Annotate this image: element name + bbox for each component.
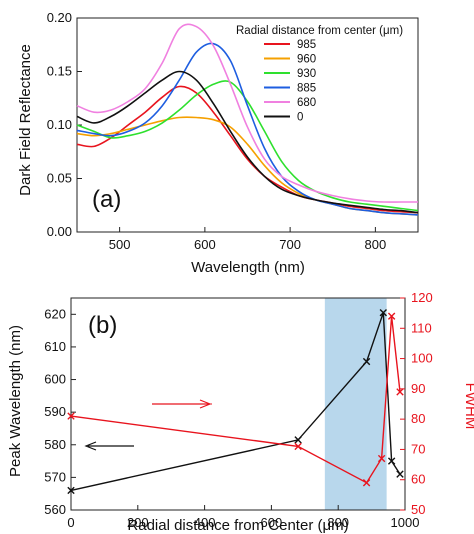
y-tick-label: 580 — [44, 437, 66, 452]
y2-tick-label: 60 — [411, 472, 425, 487]
data-point-right — [67, 412, 75, 420]
y2-tick-label: 50 — [411, 502, 425, 517]
legend-label-985: 985 — [297, 39, 316, 51]
y-tick-label: 0.05 — [47, 171, 72, 186]
series-line-right — [70, 316, 401, 484]
y-tick-label: 570 — [44, 469, 66, 484]
y2-tick-label: 100 — [411, 351, 433, 366]
data-point-right — [294, 442, 302, 451]
data-point-right — [396, 388, 404, 396]
x-tick-label: 1000 — [391, 515, 420, 530]
x-tick-label: 200 — [127, 515, 149, 530]
panel-a: 0.00 0.05 0.10 0.15 0.20 500 600 700 800 (a) Wa… — [17, 10, 419, 276]
panel-b: 560 570 580 590 600 610 620 50 60 70 80 90 100 110 12… — [7, 290, 474, 534]
y-tick-label: 0.20 — [47, 10, 72, 25]
y2-tick-label: 80 — [411, 411, 425, 426]
panel-b-x-ticks: 0 200 400 600 800 1000 — [67, 505, 419, 530]
panel-a-y-axis-label: Dark Field Reflectance — [17, 44, 34, 196]
x-tick-label: 800 — [327, 515, 349, 530]
panel-a-y-ticks: 0.00 0.05 0.10 0.15 0.20 — [47, 10, 82, 239]
panel-a-x-ticks: 500 600 700 800 — [109, 227, 386, 252]
panel-b-label: (b) — [88, 312, 117, 339]
legend-label-960: 960 — [297, 54, 316, 66]
y-tick-label: 590 — [44, 404, 66, 419]
series-line-930 — [76, 80, 419, 212]
series-line-885 — [76, 42, 419, 216]
panel-b-left-y-ticks: 560 570 580 590 600 610 620 — [44, 306, 76, 517]
x-tick-label: 400 — [194, 515, 216, 530]
x-tick-label: 0 — [67, 515, 74, 530]
y-tick-label: 620 — [44, 306, 66, 321]
x-tick-label: 600 — [261, 515, 283, 530]
y-tick-label: 600 — [44, 372, 66, 387]
data-point-left — [387, 457, 396, 465]
data-point-right — [362, 479, 371, 487]
x-tick-label: 500 — [109, 237, 131, 252]
x-tick-label: 700 — [279, 237, 301, 252]
series-line-680 — [76, 23, 418, 203]
data-point-right — [387, 312, 396, 320]
legend-label-885: 885 — [297, 83, 316, 95]
panel-b-x-axis-label: Radial distance from Center (μm) — [127, 517, 348, 534]
y2-tick-label: 120 — [411, 290, 433, 305]
panel-a-x-axis-label: Wavelength (nm) — [191, 259, 305, 276]
y-tick-label: 0.15 — [47, 64, 72, 79]
panel-b-series-lines — [67, 308, 404, 495]
data-point-left — [67, 486, 75, 495]
black-arrow-left — [84, 441, 134, 451]
panel-b-right-y-axis-label: FWHM — [462, 383, 474, 430]
panel-a-legend: Radial distance from center (μm) 9859609… — [236, 25, 403, 124]
panel-a-series-lines — [76, 23, 419, 216]
y2-tick-label: 70 — [411, 441, 425, 456]
y-tick-label: 0.00 — [47, 224, 72, 239]
y-tick-label: 0.10 — [47, 117, 72, 132]
data-point-left — [396, 470, 404, 478]
panel-b-plot-frame — [70, 297, 406, 511]
legend-label-930: 930 — [297, 68, 316, 80]
data-point-right — [377, 454, 386, 463]
x-tick-label: 600 — [194, 237, 216, 252]
y2-tick-label: 110 — [411, 320, 432, 335]
panel-b-right-y-ticks: 50 60 70 80 90 100 110 120 — [400, 290, 433, 517]
legend-entries: 985 960 930 885 680 0 — [264, 39, 316, 124]
legend-label-0: 0 — [297, 112, 303, 124]
legend-label-680: 680 — [297, 97, 316, 109]
data-point-left — [379, 308, 387, 317]
legend-title: Radial distance from center (μm) — [236, 25, 403, 37]
x-tick-label: 800 — [365, 237, 387, 252]
panel-a-label: (a) — [92, 186, 121, 213]
y-tick-label: 560 — [44, 502, 66, 517]
data-point-left — [362, 357, 371, 366]
series-line-985 — [76, 85, 419, 214]
panel-b-y-axis-label: Peak Wavelength (nm) — [7, 325, 24, 477]
data-point-left — [294, 436, 302, 444]
y2-tick-label: 90 — [411, 381, 425, 396]
series-line-0 — [76, 70, 419, 214]
y-tick-label: 610 — [44, 339, 66, 354]
red-arrow-right — [152, 399, 212, 409]
